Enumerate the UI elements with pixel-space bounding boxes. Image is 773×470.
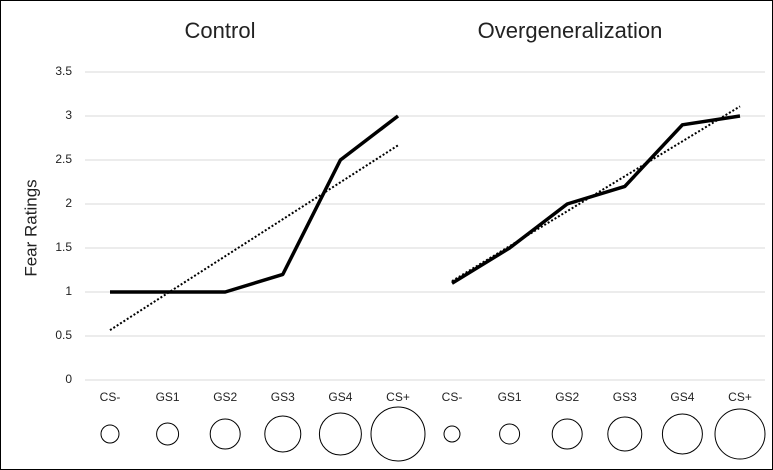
x-tick-label: GS2 [555,390,579,404]
x-tick-label: CS- [100,390,121,404]
y-axis-label: Fear Ratings [21,179,40,276]
stimulus-circle [209,418,241,450]
stimulus-circle [318,412,362,456]
y-tick-label: 2.5 [55,152,72,166]
data-line [110,114,400,294]
panel-title: Overgeneralization [478,18,663,43]
y-tick-label: 1.5 [55,240,72,254]
x-tick-label: GS2 [213,390,237,404]
x-tick-label: GS3 [271,390,295,404]
x-tick-label: GS1 [498,390,522,404]
y-tick-label: 3.5 [55,64,72,78]
data-line [451,114,741,285]
x-tick-label: CS- [442,390,463,404]
x-tick-label: CS+ [728,390,752,404]
y-tick-label: 3 [65,108,72,122]
y-tick-label: 2 [65,196,72,210]
x-tick-label: GS3 [613,390,637,404]
y-tick-label: 0.5 [55,328,72,342]
x-tick-label: GS4 [328,390,352,404]
stimulus-circle [607,416,643,452]
panel-title: Control [185,18,256,43]
y-tick-label: 1 [65,284,72,298]
stimulus-circle [499,423,521,445]
stimulus-circle [443,425,461,443]
stimulus-circle [264,415,302,453]
stimulus-circle [661,413,703,455]
x-tick-label: GS4 [670,390,694,404]
stimulus-circle [714,408,766,460]
y-tick-label: 0 [65,372,72,386]
stimulus-circle [370,406,426,462]
stimulus-circle [100,424,120,444]
stimulus-circle [551,418,583,450]
stimulus-circle [156,422,180,446]
trend-line [109,144,399,331]
x-tick-label: CS+ [386,390,410,404]
x-tick-label: GS1 [156,390,180,404]
